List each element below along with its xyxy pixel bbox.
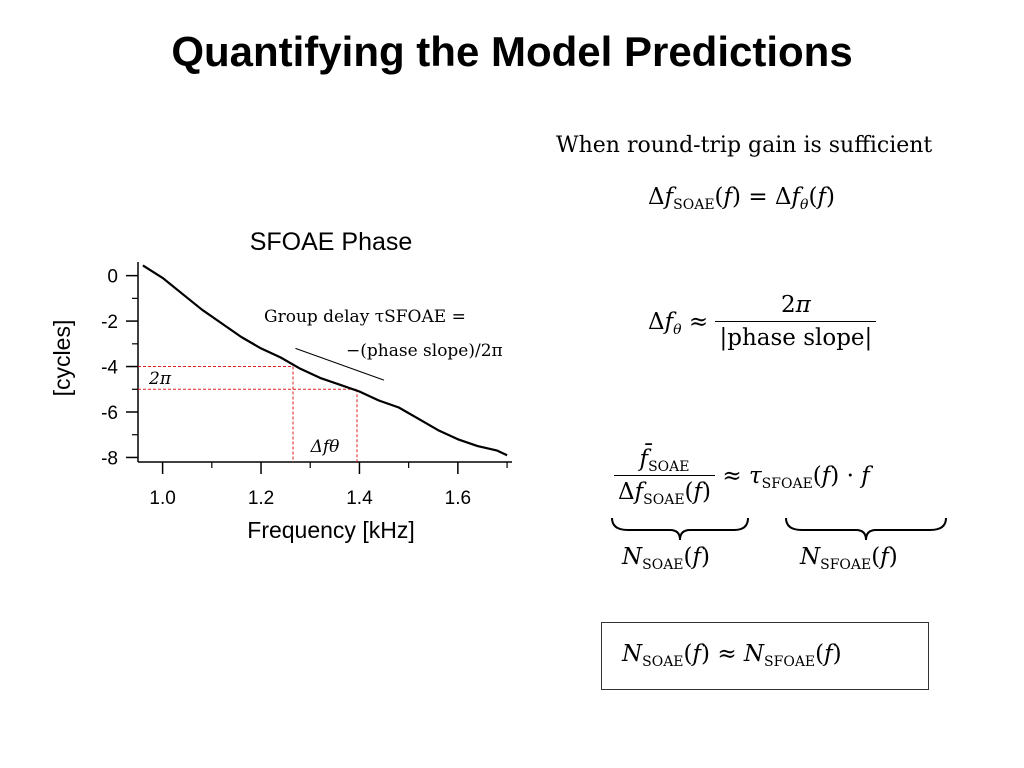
- x-tick-label: 1.6: [445, 488, 471, 509]
- group-delay-annotation-line2: −(phase slope)/2π: [346, 341, 503, 361]
- y-tick-label: -4: [101, 358, 118, 379]
- intro-text: When round-trip gain is sufficient: [556, 133, 933, 158]
- slide-title: Quantifying the Model Predictions: [171, 28, 853, 75]
- group-delay-annotation-line1: Group delay τSFOAE =: [264, 307, 466, 327]
- x-tick-label: 1.0: [149, 488, 175, 509]
- guide-2pi-label: 2π: [148, 369, 172, 389]
- equation-3: f̄SOAE ΔfSOAE(f) ≈ τSFOAE(f) · f: [614, 446, 870, 508]
- n-sfoae-label: NSFOAE(f): [800, 544, 898, 573]
- x-tick-label: 1.4: [346, 488, 373, 509]
- y-tick-label: -6: [101, 403, 118, 424]
- x-tick-label: 1.2: [248, 488, 274, 509]
- guide-delta-f-label: Δfθ: [310, 437, 340, 457]
- phase-series-line: [142, 264, 508, 457]
- chart-title: SFOAE Phase: [250, 228, 413, 256]
- y-tick-label: -2: [101, 312, 118, 333]
- boxed-equation: NSOAE(f) ≈ NSFOAE(f): [622, 641, 842, 670]
- y-tick-label: -8: [101, 448, 118, 469]
- n-soae-label: NSOAE(f): [622, 544, 711, 573]
- equation-3-fraction: f̄SOAE ΔfSOAE(f): [614, 446, 716, 508]
- boxed-equation-frame: [601, 622, 929, 690]
- equation-2: Δfθ ≈ 2π |phase slope|: [648, 292, 877, 351]
- equation-1: ΔfSOAE(f) = Δfθ(f): [648, 184, 835, 213]
- x-axis-label: Frequency [kHz]: [247, 517, 414, 543]
- y-axis-label: [cycles]: [49, 320, 75, 397]
- slope-line: [295, 347, 385, 381]
- equation-2-fraction: 2π |phase slope|: [715, 292, 877, 351]
- y-tick-label: 0: [107, 267, 118, 288]
